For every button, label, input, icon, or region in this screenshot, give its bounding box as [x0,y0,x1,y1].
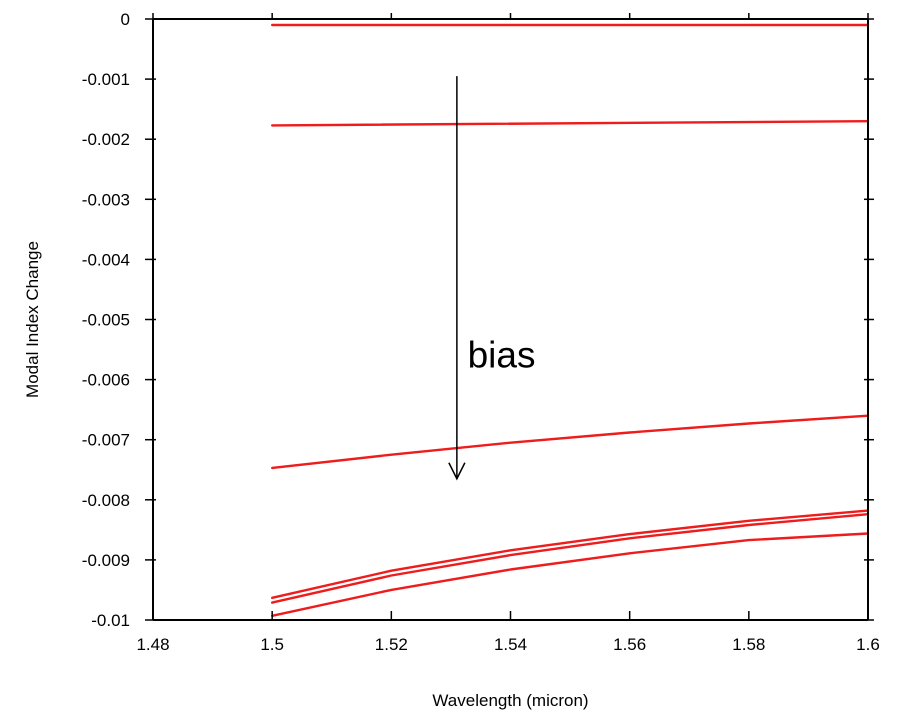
y-tick-label: 0 [121,10,130,29]
series-line [271,414,870,470]
y-tick-label: -0.007 [82,431,130,450]
annotation-text: bias [468,335,536,376]
axes-layer: 1.48 1.5 1.52 1.54 1.56 1.58 1.6 0 -0.001 -0.002 -… [82,10,880,654]
annotation-layer: bias [448,76,536,481]
x-tick-label: 1.56 [613,635,646,654]
x-tick-label: 1.54 [494,635,527,654]
y-tick-label: -0.003 [82,190,130,209]
series-line [271,513,870,604]
y-tick-label: -0.002 [82,130,130,149]
series-line [271,532,870,617]
series-layer [271,23,870,617]
x-tick-label: 1.58 [732,635,765,654]
y-axis-label: Modal Index Change [23,241,42,398]
y-tick-label: -0.001 [82,70,130,89]
y-tick-label: -0.009 [82,551,130,570]
y-tick-label: -0.004 [82,250,130,269]
x-tick-label: 1.6 [856,635,880,654]
y-tick-label: -0.005 [82,311,130,330]
x-tick-label: 1.52 [375,635,408,654]
y-tick-label: -0.006 [82,371,130,390]
y-tick-label: -0.008 [82,491,130,510]
x-tick-label: 1.5 [260,635,284,654]
bias-arrow-head [448,462,466,481]
x-axis-label: Wavelength (micron) [432,691,588,710]
x-tick-label: 1.48 [136,635,169,654]
series-line [271,119,870,127]
series-line [271,509,870,599]
y-tick-label: -0.01 [91,611,130,630]
